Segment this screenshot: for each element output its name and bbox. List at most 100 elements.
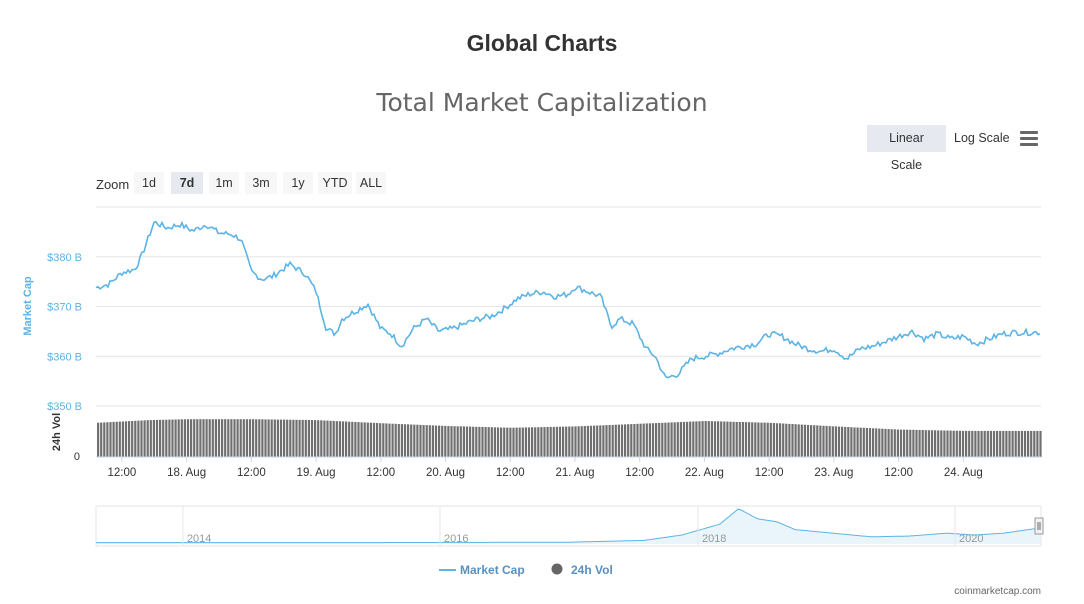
legend-market-cap-label[interactable]: Market Cap xyxy=(460,563,525,577)
volume-bar xyxy=(453,426,456,457)
volume-bar xyxy=(230,419,233,457)
zoom-3m-button[interactable]: 3m xyxy=(245,172,277,194)
volume-bar xyxy=(878,428,881,457)
zoom-1d-button[interactable]: 1d xyxy=(134,172,164,194)
volume-bar xyxy=(444,425,447,457)
volume-bar xyxy=(252,419,255,457)
volume-bar xyxy=(986,430,989,457)
volume-bar xyxy=(552,426,555,457)
volume-bar xyxy=(391,423,394,457)
x-tick-label: 21. Aug xyxy=(555,467,594,479)
volume-bar xyxy=(518,427,521,457)
volume-bar xyxy=(348,421,351,457)
volume-bar xyxy=(695,421,698,457)
volume-bar xyxy=(558,426,562,457)
volume-bar xyxy=(245,419,248,457)
volume-bar xyxy=(996,430,999,457)
volume-bar xyxy=(459,426,462,457)
volume-bar xyxy=(128,421,131,457)
volume-bar xyxy=(673,422,676,457)
volume-bar xyxy=(549,426,552,457)
legend-volume-label[interactable]: 24h Vol xyxy=(571,563,613,577)
volume-bar xyxy=(193,419,196,457)
volume-bar xyxy=(310,420,314,457)
volume-bar xyxy=(655,423,658,457)
volume-bar xyxy=(465,426,469,457)
navigator[interactable]: 2014 2016 2018 2020 xyxy=(95,505,1044,547)
volume-bar xyxy=(267,419,270,457)
volume-bar xyxy=(345,421,348,457)
volume-bar xyxy=(289,419,292,457)
hamburger-menu-icon[interactable] xyxy=(1020,131,1038,147)
volume-bar xyxy=(847,427,850,457)
volume-bar xyxy=(534,427,537,457)
x-tick-label: 12:00 xyxy=(496,467,525,479)
volume-bar xyxy=(1039,430,1042,457)
zoom-ytd-button[interactable]: YTD xyxy=(318,172,352,194)
linear-scale-button[interactable]: Linear Scale xyxy=(867,125,946,172)
volume-bar xyxy=(797,424,800,457)
volume-bar xyxy=(388,423,391,457)
credit-link[interactable]: coinmarketcap.com xyxy=(954,586,1041,597)
volume-bar xyxy=(748,422,751,457)
volume-bar xyxy=(540,427,543,457)
volume-bar xyxy=(100,422,103,457)
x-tick-label: 18. Aug xyxy=(167,467,206,479)
volume-bar xyxy=(955,430,958,457)
volume-bar xyxy=(887,429,890,457)
navigator-year-label: 2020 xyxy=(959,533,983,545)
volume-bar xyxy=(661,422,664,457)
zoom-1m-button[interactable]: 1m xyxy=(209,172,239,194)
volume-bar xyxy=(208,419,211,457)
x-tick-label: 24. Aug xyxy=(944,467,983,479)
volume-bar xyxy=(112,421,115,457)
volume-bar xyxy=(258,419,261,457)
volume-bar xyxy=(620,424,624,457)
volume-bar xyxy=(428,425,431,457)
zoom-all-button[interactable]: ALL xyxy=(356,172,386,194)
volume-bar xyxy=(1011,430,1014,457)
volume-bar xyxy=(261,419,264,457)
navigator-handle[interactable] xyxy=(1034,517,1044,535)
zoom-7d-button[interactable]: 7d xyxy=(171,172,203,194)
volume-bar xyxy=(555,426,558,457)
volume-bar xyxy=(881,428,884,457)
volume-bar xyxy=(323,420,326,457)
volume-bar xyxy=(168,419,171,457)
market-cap-axis-title: Market Cap xyxy=(22,276,34,336)
volume-bar xyxy=(490,427,493,457)
volume-bar xyxy=(301,419,304,457)
volume-bar xyxy=(149,420,152,457)
volume-bar xyxy=(704,421,707,457)
volume-bar xyxy=(614,424,617,457)
volume-bar xyxy=(481,426,484,457)
volume-bar xyxy=(562,426,565,457)
volume-bar xyxy=(751,422,754,457)
volume-bar xyxy=(899,429,903,457)
volume-bar xyxy=(357,422,360,457)
volume-bar xyxy=(438,425,441,457)
volume-bar xyxy=(872,428,875,457)
volume-bar xyxy=(943,430,946,457)
volume-bar xyxy=(143,420,146,457)
volume-bar xyxy=(137,420,140,457)
volume-bar xyxy=(419,424,422,457)
x-tick-label: 19. Aug xyxy=(297,467,336,479)
volume-bar xyxy=(589,425,593,457)
volume-bar xyxy=(1030,430,1033,457)
volume-bar xyxy=(224,419,227,457)
volume-bar xyxy=(596,425,599,457)
zoom-label: Zoom xyxy=(96,177,130,192)
volume-bar xyxy=(140,420,143,457)
volume-bar xyxy=(940,430,943,457)
volume-bar xyxy=(611,424,614,457)
zoom-1y-button[interactable]: 1y xyxy=(283,172,313,194)
y-tick-label: $380 B xyxy=(47,252,82,264)
volume-bar xyxy=(782,423,785,457)
volume-bar xyxy=(918,430,921,457)
x-tick-label: 12:00 xyxy=(366,467,395,479)
volume-bar xyxy=(456,426,459,457)
log-scale-button[interactable]: Log Scale xyxy=(954,131,1010,145)
navigator-year-label: 2018 xyxy=(702,533,726,545)
